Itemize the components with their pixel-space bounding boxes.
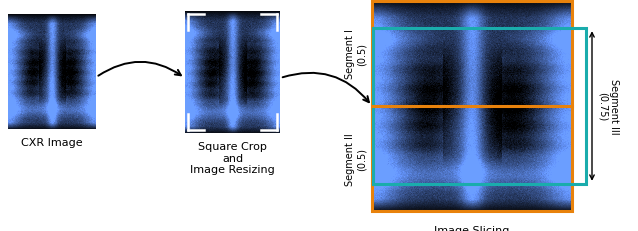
Text: Segment III
(0.75): Segment III (0.75)	[597, 79, 619, 134]
Text: CXR Image: CXR Image	[21, 137, 83, 147]
Bar	[373, 29, 586, 184]
Text: Segment II
(0.5): Segment II (0.5)	[345, 133, 367, 185]
Text: Segment I
(0.5): Segment I (0.5)	[345, 29, 367, 79]
Text: Square Crop
and
Image Resizing: Square Crop and Image Resizing	[190, 141, 275, 174]
Bar	[372, 2, 572, 211]
Text: Image Slicing: Image Slicing	[434, 225, 510, 231]
